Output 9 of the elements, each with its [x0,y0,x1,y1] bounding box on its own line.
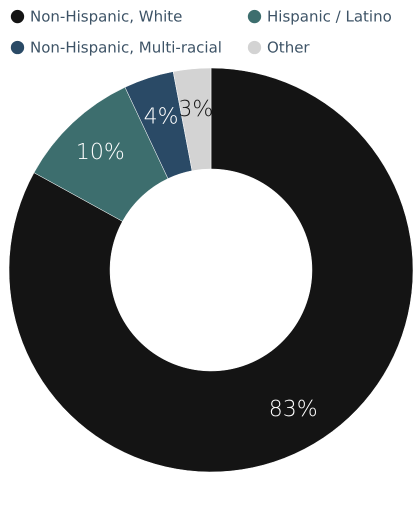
legend-label: Non-Hispanic, Multi-racial [30,38,222,56]
legend-label: Non-Hispanic, White [30,8,182,26]
data-label: 4% [144,104,179,130]
legend-label: Hispanic / Latino [267,8,392,26]
donut-slice [8,68,414,472]
data-label: 10% [76,140,125,166]
data-label: 83% [268,397,318,422]
legend-label: Other [267,38,310,56]
data-label: 3% [178,97,214,122]
